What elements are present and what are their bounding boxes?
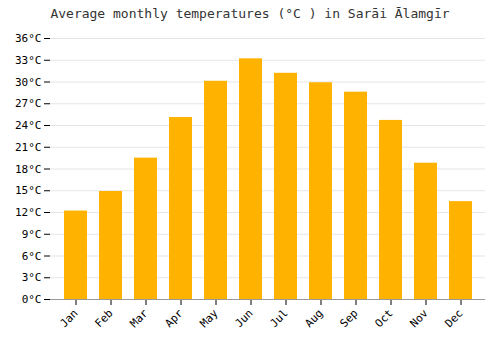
svg-text:Nov: Nov (407, 306, 431, 330)
svg-text:33°C: 33°C (15, 54, 42, 67)
svg-text:15°C: 15°C (15, 184, 42, 197)
svg-text:36°C: 36°C (15, 32, 42, 45)
svg-text:9°C: 9°C (22, 228, 42, 241)
svg-text:30°C: 30°C (15, 76, 42, 89)
svg-text:Feb: Feb (92, 307, 115, 330)
svg-text:Jul: Jul (267, 307, 290, 330)
svg-text:6°C: 6°C (22, 250, 42, 263)
html-text:Average monthly temperatures (: Average monthly temperatures (°C ) in Sa… (50, 6, 450, 21)
svg-text:Sep: Sep (337, 307, 360, 330)
svg-text:24°C: 24°C (15, 119, 42, 132)
svg-text:18°C: 18°C (15, 163, 42, 176)
svg-text:May: May (197, 306, 221, 330)
svg-text:0°C: 0°C (22, 293, 42, 306)
svg-text:Oct: Oct (372, 307, 395, 330)
svg-text:3°C: 3°C (22, 271, 42, 284)
svg-text:Jan: Jan (57, 307, 80, 330)
svg-text:Mar: Mar (127, 306, 151, 330)
svg-text:Jun: Jun (232, 307, 255, 330)
svg-text:Aug: Aug (302, 307, 325, 330)
svg-text:Apr: Apr (162, 306, 186, 330)
svg-text:21°C: 21°C (15, 141, 42, 154)
svg-text:Dec: Dec (442, 307, 465, 330)
svg-text:27°C: 27°C (15, 97, 42, 110)
svg-text:12°C: 12°C (15, 206, 42, 219)
